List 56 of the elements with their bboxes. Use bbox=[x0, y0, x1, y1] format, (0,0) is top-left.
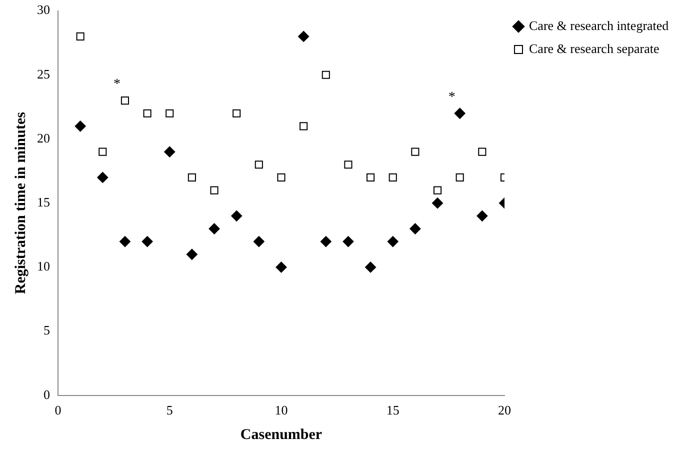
point bbox=[478, 148, 486, 156]
x-axis-title: Casenumber bbox=[240, 426, 322, 443]
point bbox=[188, 173, 196, 182]
point bbox=[166, 109, 174, 118]
y-tick-label: 10 bbox=[37, 258, 50, 274]
y-tick-label: 20 bbox=[37, 130, 50, 146]
point bbox=[433, 186, 442, 194]
point bbox=[208, 223, 220, 234]
legend-label: Care & research integrated bbox=[529, 18, 670, 33]
point bbox=[298, 30, 310, 42]
point bbox=[388, 173, 397, 182]
annotation: * bbox=[113, 77, 120, 92]
point bbox=[410, 223, 421, 234]
y-tick-label: 30 bbox=[37, 2, 50, 18]
y-axis-title: Registration time in minutes bbox=[12, 112, 29, 294]
point bbox=[322, 70, 330, 79]
y-tick-label: 5 bbox=[44, 322, 50, 338]
y-tick-label: 25 bbox=[37, 66, 50, 82]
point bbox=[97, 172, 108, 183]
point bbox=[254, 160, 263, 169]
point bbox=[76, 32, 84, 40]
point bbox=[119, 236, 130, 248]
point bbox=[142, 236, 153, 248]
y-tick-label: 0 bbox=[44, 386, 50, 402]
point bbox=[231, 210, 242, 222]
point bbox=[276, 262, 287, 273]
x-tick-label: 0 bbox=[54, 402, 62, 418]
point bbox=[365, 262, 376, 273]
point bbox=[277, 173, 286, 182]
annotation: * bbox=[448, 90, 456, 106]
point bbox=[320, 236, 332, 248]
point bbox=[476, 210, 488, 222]
point bbox=[456, 173, 464, 182]
x-tick-label: 20 bbox=[498, 402, 511, 418]
point bbox=[253, 236, 264, 248]
point bbox=[342, 236, 354, 248]
point bbox=[120, 96, 130, 105]
x-tick-label: 15 bbox=[386, 402, 400, 418]
point bbox=[143, 109, 152, 118]
point bbox=[344, 160, 352, 169]
x-tick-label: 10 bbox=[274, 402, 288, 418]
point bbox=[454, 108, 466, 119]
point bbox=[232, 109, 241, 118]
point bbox=[300, 122, 308, 130]
point bbox=[210, 186, 218, 194]
point bbox=[432, 198, 444, 209]
point bbox=[164, 146, 176, 158]
y-tick-label: 15 bbox=[37, 194, 50, 210]
point bbox=[366, 173, 375, 182]
point bbox=[98, 148, 107, 156]
x-tick-label: 5 bbox=[166, 402, 173, 418]
legend-label: Care & research separate bbox=[529, 40, 660, 56]
point bbox=[186, 248, 198, 260]
point bbox=[74, 120, 86, 132]
point bbox=[411, 148, 420, 156]
point bbox=[387, 236, 398, 248]
